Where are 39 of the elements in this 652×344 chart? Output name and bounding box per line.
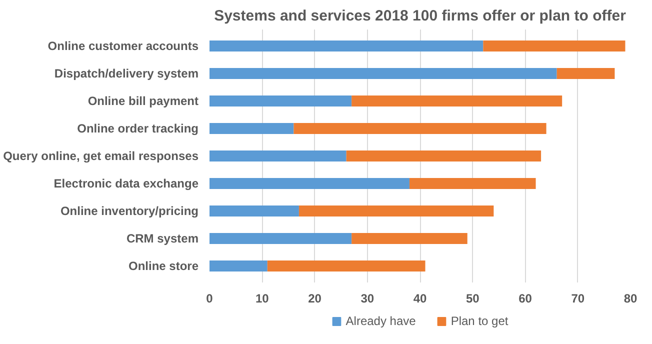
bar <box>409 178 536 189</box>
bar <box>210 96 352 106</box>
y-tick-label: Online bill payment <box>88 94 199 108</box>
y-tick-label: Electronic data exchange <box>54 176 199 190</box>
bar <box>352 233 468 244</box>
legend-label: Plan to get <box>450 314 508 328</box>
y-tick-label: CRM system <box>126 232 199 246</box>
x-tick-label: 10 <box>255 292 270 306</box>
x-tick-label: 40 <box>413 292 427 306</box>
bar <box>483 40 626 52</box>
bar <box>298 206 494 216</box>
bar <box>210 178 410 189</box>
bar <box>556 68 615 79</box>
y-tick-label: Dispatch/delivery system <box>54 66 199 80</box>
bar <box>267 260 426 272</box>
bar <box>210 40 484 52</box>
bar <box>346 150 542 162</box>
x-tick-label: 70 <box>571 292 585 306</box>
legend-label: Already have <box>346 314 416 328</box>
y-tick-label: Online inventory/pricing <box>60 204 199 218</box>
x-tick-label: 0 <box>206 292 214 306</box>
y-tick-label: Online customer accounts <box>48 39 199 53</box>
x-tick-label: 20 <box>308 292 322 306</box>
bar <box>210 68 557 79</box>
bar <box>210 233 352 244</box>
y-tick-label: Query online, get email responses <box>3 149 199 163</box>
bar <box>210 260 268 272</box>
bar <box>294 123 546 134</box>
x-tick-label: 80 <box>624 292 638 306</box>
bar <box>210 123 294 134</box>
bar <box>210 206 299 216</box>
y-tick-label: Online order tracking <box>77 122 198 136</box>
x-tick-label: 50 <box>466 292 480 306</box>
bar <box>210 150 346 162</box>
x-tick-label: 30 <box>360 292 374 306</box>
x-tick-label: 60 <box>518 292 532 306</box>
chart-title: Systems and services 2018 100 firms offer or plan to offer <box>214 8 626 24</box>
bar <box>352 96 562 106</box>
y-tick-label: Online store <box>128 259 199 273</box>
